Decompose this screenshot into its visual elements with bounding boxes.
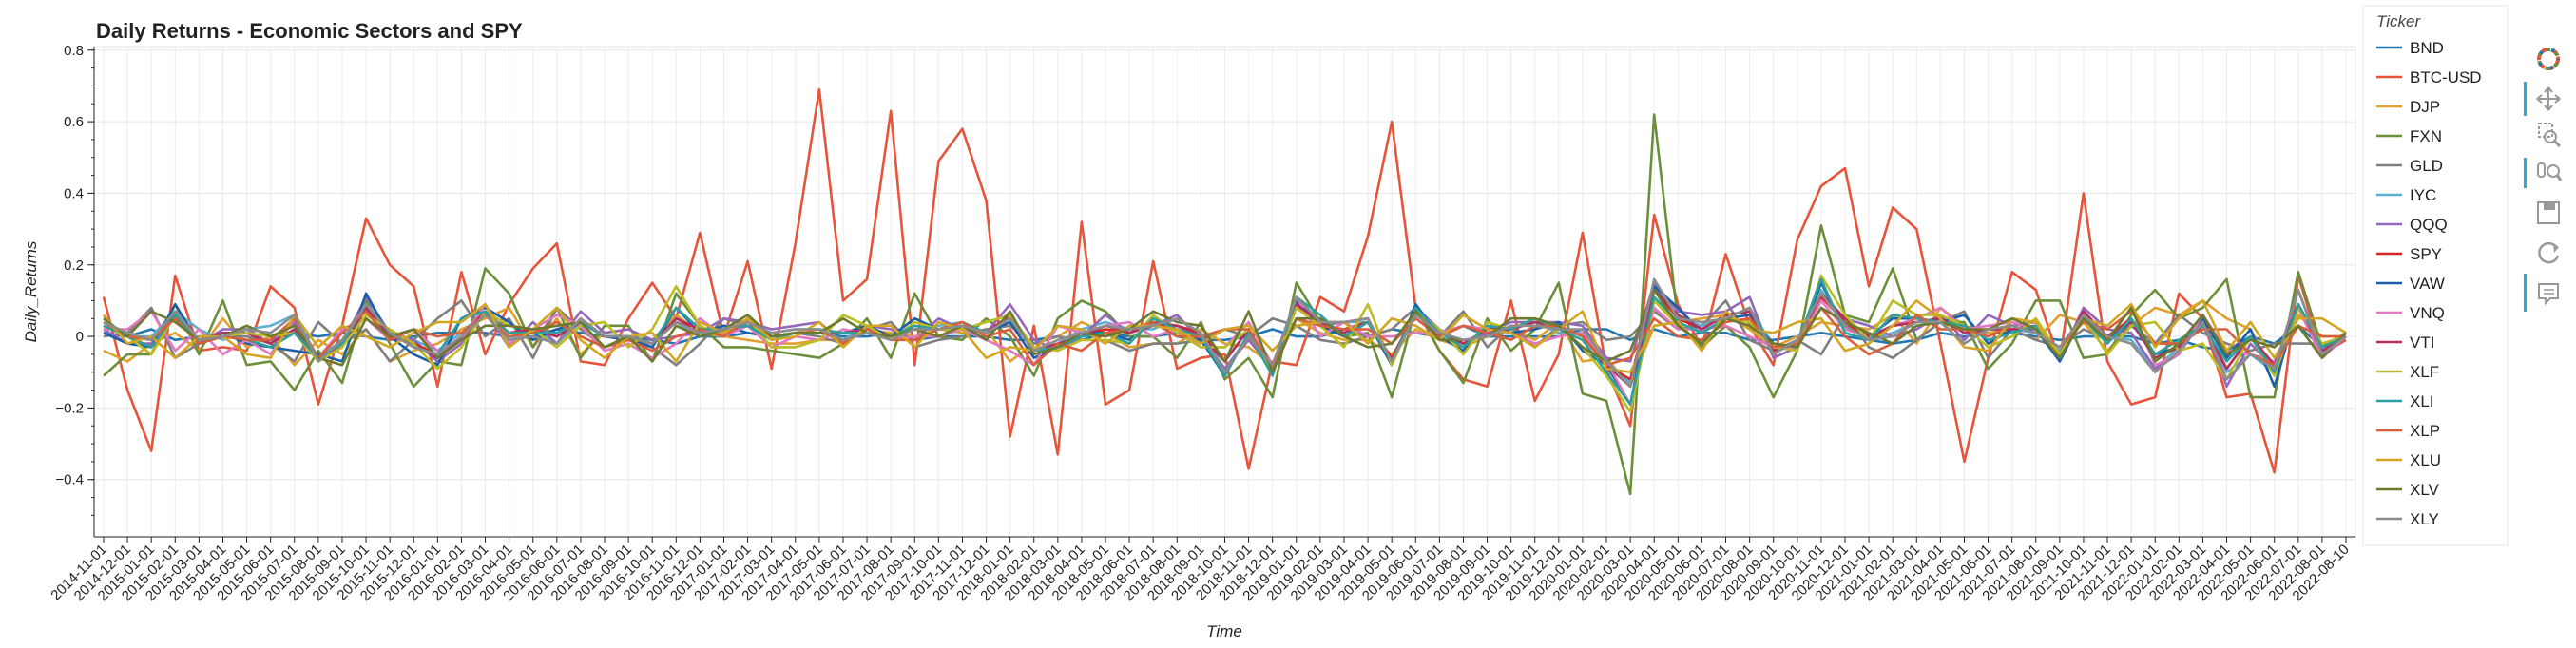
legend-items: BND BTC-USD DJP FXN GLD IYC QQQ SPY VAW VNQ VTI XLF… [2376,39,2482,528]
legend-label: XLP [2410,422,2440,440]
legend-label: BND [2410,39,2444,57]
legend-item-xlp[interactable]: XLP [2376,422,2440,440]
legend-box [2362,5,2509,546]
legend-item-xlu[interactable]: XLU [2376,451,2441,469]
legend-item-vaw[interactable]: VAW [2376,275,2445,293]
legend-item-gld[interactable]: GLD [2376,157,2443,175]
legend-label: BTC-USD [2410,68,2482,86]
legend-label: FXN [2410,127,2442,145]
legend-label: XLV [2410,481,2440,499]
legend-label: XLF [2410,363,2439,381]
series-line-xlv [103,288,2347,374]
y-axis: −0.4 −0.2 0 0.2 0.4 0.6 0.8 [55,43,95,537]
legend-label: VNQ [2410,304,2445,322]
y-tick-label: −0.4 [55,472,84,488]
reset-icon[interactable] [2538,241,2560,264]
hover-icon[interactable] [2524,274,2559,312]
legend-item-bnd[interactable]: BND [2376,39,2444,57]
legend-item-spy[interactable]: SPY [2376,245,2442,263]
legend-label: DJP [2410,98,2440,116]
legend-label: XLY [2410,510,2439,528]
legend-item-btc-usd[interactable]: BTC-USD [2376,68,2482,86]
save-icon[interactable] [2537,201,2560,224]
legend-item-vnq[interactable]: VNQ [2376,304,2445,322]
x-axis: 2014-11-012014-12-012015-01-012015-02-01… [48,536,2355,604]
legend-item-qqq[interactable]: QQQ [2376,216,2448,234]
toolbar [2524,48,2563,312]
legend-item-xlf[interactable]: XLF [2376,363,2439,381]
legend-item-iyc[interactable]: IYC [2376,186,2436,204]
y-tick-label: 0.6 [64,114,84,130]
y-tick-label: 0 [76,329,84,345]
y-tick-label: 0.2 [64,257,84,274]
legend-label: QQQ [2410,216,2448,234]
legend-label: VAW [2410,275,2445,293]
series-lines [102,87,2347,496]
pan-icon[interactable] [2524,82,2561,116]
legend-item-xlv[interactable]: XLV [2376,481,2440,499]
grid [94,47,2355,537]
y-tick-label: 0.8 [64,43,84,59]
active-tool-indicator [2524,274,2527,312]
logo-icon[interactable] [2537,48,2560,70]
legend: Ticker BND BTC-USD DJP FXN GLD IYC QQQ SPY VAW VN… [2362,5,2509,546]
box-zoom-icon[interactable] [2538,123,2562,148]
legend-label: XLI [2410,392,2434,410]
legend-label: IYC [2410,186,2436,204]
legend-label: GLD [2410,157,2443,175]
series-line-xly [103,277,2347,389]
y-axis-label: Daily_Returns [22,240,40,342]
legend-item-xli[interactable]: XLI [2376,392,2434,410]
legend-item-vti[interactable]: VTI [2376,334,2434,352]
y-tick-label: −0.2 [55,400,84,416]
chart-title: Daily Returns - Economic Sectors and SPY [96,19,523,43]
legend-item-fxn[interactable]: FXN [2376,127,2442,145]
legend-title: Ticker [2376,12,2421,30]
series-line-xlu [103,299,2347,374]
active-tool-indicator [2524,158,2527,188]
x-axis-label: Time [1206,622,1242,640]
active-tool-indicator [2524,82,2527,116]
wheel-zoom-icon[interactable] [2524,158,2563,188]
legend-item-xly[interactable]: XLY [2376,510,2439,528]
plot-area[interactable] [93,46,2356,538]
legend-label: SPY [2410,245,2442,263]
legend-label: VTI [2410,334,2434,352]
y-tick-label: 0.4 [64,185,84,201]
legend-item-djp[interactable]: DJP [2376,98,2440,116]
legend-label: XLU [2410,451,2441,469]
series-line-btc-usd [102,87,2347,474]
